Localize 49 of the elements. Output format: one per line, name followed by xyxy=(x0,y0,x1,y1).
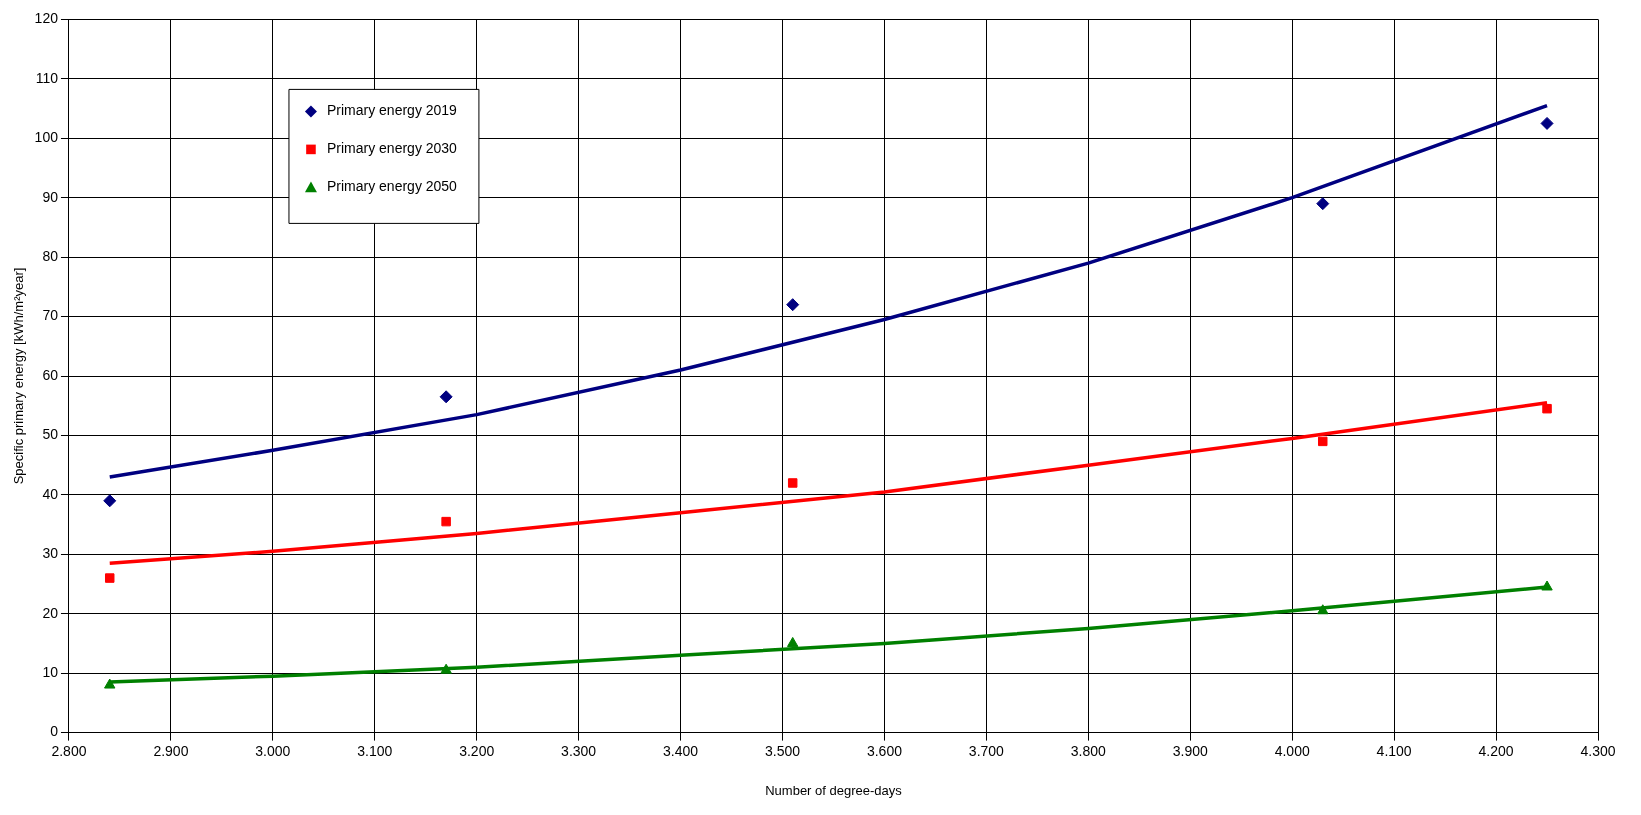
y-tick-label: 10 xyxy=(42,664,59,681)
x-tick-label: 3.900 xyxy=(1172,742,1208,759)
x-tick-label: 3.400 xyxy=(663,742,699,759)
y-tick-label: 0 xyxy=(50,723,59,740)
x-tick-label: 3.200 xyxy=(459,742,495,759)
point xyxy=(786,298,800,312)
y-axis-title: Specific primary energy [kWh/m²year] xyxy=(11,267,27,485)
point xyxy=(104,678,116,689)
x-axis-title: Number of degree-days xyxy=(765,782,903,798)
x-tick-label: 3.800 xyxy=(1070,742,1107,759)
point xyxy=(1542,403,1552,414)
x-tick-label: 3.000 xyxy=(255,742,291,759)
x-tick-label: 2.900 xyxy=(153,742,189,759)
x-tick-label: 3.500 xyxy=(764,742,801,759)
x-tick-label: 4.300 xyxy=(1580,742,1616,759)
point xyxy=(439,390,453,404)
x-tick-label: 4.100 xyxy=(1376,742,1412,759)
point xyxy=(441,516,451,527)
y-tick-label: 20 xyxy=(42,604,59,621)
point xyxy=(1540,116,1554,130)
x-tick-label: 3.700 xyxy=(968,742,1005,759)
y-tick-label: 110 xyxy=(35,69,59,86)
point xyxy=(1316,197,1330,211)
y-tick-label: 120 xyxy=(34,10,59,27)
y-tick-label: 90 xyxy=(42,188,59,205)
y-tick-label: 40 xyxy=(42,485,59,502)
x-tick-label: 3.100 xyxy=(357,742,393,759)
point xyxy=(104,573,115,583)
y-tick-label: 70 xyxy=(42,307,59,324)
legend-label: Primary energy 2019 xyxy=(326,102,458,119)
point xyxy=(1317,604,1329,615)
legend-label: Primary energy 2050 xyxy=(326,178,458,195)
point xyxy=(787,636,799,647)
y-tick-label: 30 xyxy=(42,545,59,562)
y-tick-label: 100 xyxy=(34,129,59,146)
point xyxy=(103,494,117,508)
y-tick-label: 50 xyxy=(42,426,59,443)
point xyxy=(1541,580,1553,591)
point xyxy=(787,478,798,488)
x-tick-label: 2.800 xyxy=(51,742,87,759)
point xyxy=(440,663,452,674)
legend-label: Primary energy 2030 xyxy=(326,140,458,157)
x-tick-label: 4.200 xyxy=(1478,742,1514,759)
x-tick-label: 3.300 xyxy=(561,742,597,759)
x-tick-label: 3.600 xyxy=(866,742,903,759)
y-tick-label: 80 xyxy=(42,247,59,264)
y-tick-label: 60 xyxy=(42,366,59,383)
point xyxy=(1318,436,1328,447)
x-tick-label: 4.000 xyxy=(1274,742,1310,759)
